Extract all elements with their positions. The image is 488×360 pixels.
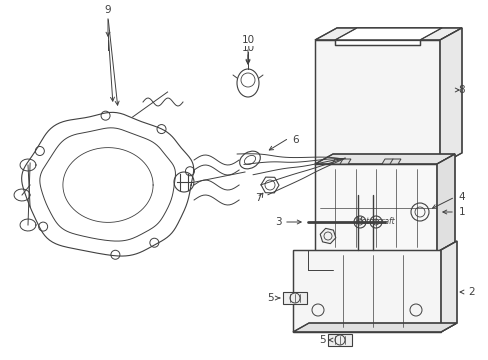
Polygon shape [436,154,454,252]
Polygon shape [292,323,456,332]
Text: 9: 9 [104,7,111,17]
Polygon shape [283,292,306,304]
Polygon shape [334,28,441,40]
Text: 8: 8 [458,85,465,95]
Text: 5: 5 [266,293,273,303]
Text: 4: 4 [458,192,465,202]
Polygon shape [314,40,439,165]
Text: 5: 5 [318,335,325,345]
Polygon shape [314,154,454,164]
Text: 6: 6 [292,135,299,145]
Polygon shape [314,28,461,40]
Text: Motorcraft: Motorcraft [355,217,395,226]
Text: 10: 10 [241,38,254,48]
Polygon shape [440,241,456,332]
Polygon shape [327,334,351,346]
Text: 1: 1 [458,207,465,217]
Polygon shape [331,159,350,164]
Polygon shape [381,159,400,164]
Polygon shape [314,164,436,252]
Text: 10: 10 [241,43,254,53]
Text: 9: 9 [104,7,111,17]
Text: 7: 7 [254,193,261,203]
Polygon shape [334,40,419,45]
Text: 2: 2 [468,287,474,297]
Text: 3: 3 [274,217,281,227]
Polygon shape [439,28,461,165]
Polygon shape [292,250,440,332]
Text: 9: 9 [104,5,111,15]
Text: 10: 10 [241,35,254,45]
